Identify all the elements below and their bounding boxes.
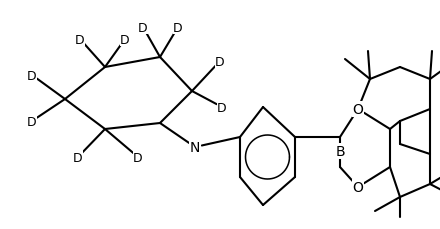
Text: D: D — [133, 151, 143, 164]
Text: D: D — [27, 115, 37, 128]
Text: D: D — [173, 21, 183, 34]
Text: D: D — [138, 21, 148, 34]
Text: D: D — [217, 101, 227, 114]
Text: N: N — [190, 140, 200, 154]
Text: O: O — [352, 180, 363, 194]
Text: D: D — [75, 33, 85, 46]
Text: D: D — [73, 151, 83, 164]
Text: O: O — [352, 103, 363, 117]
Text: D: D — [27, 69, 37, 82]
Text: B: B — [335, 144, 345, 158]
Text: D: D — [120, 33, 130, 46]
Text: D: D — [215, 55, 225, 68]
